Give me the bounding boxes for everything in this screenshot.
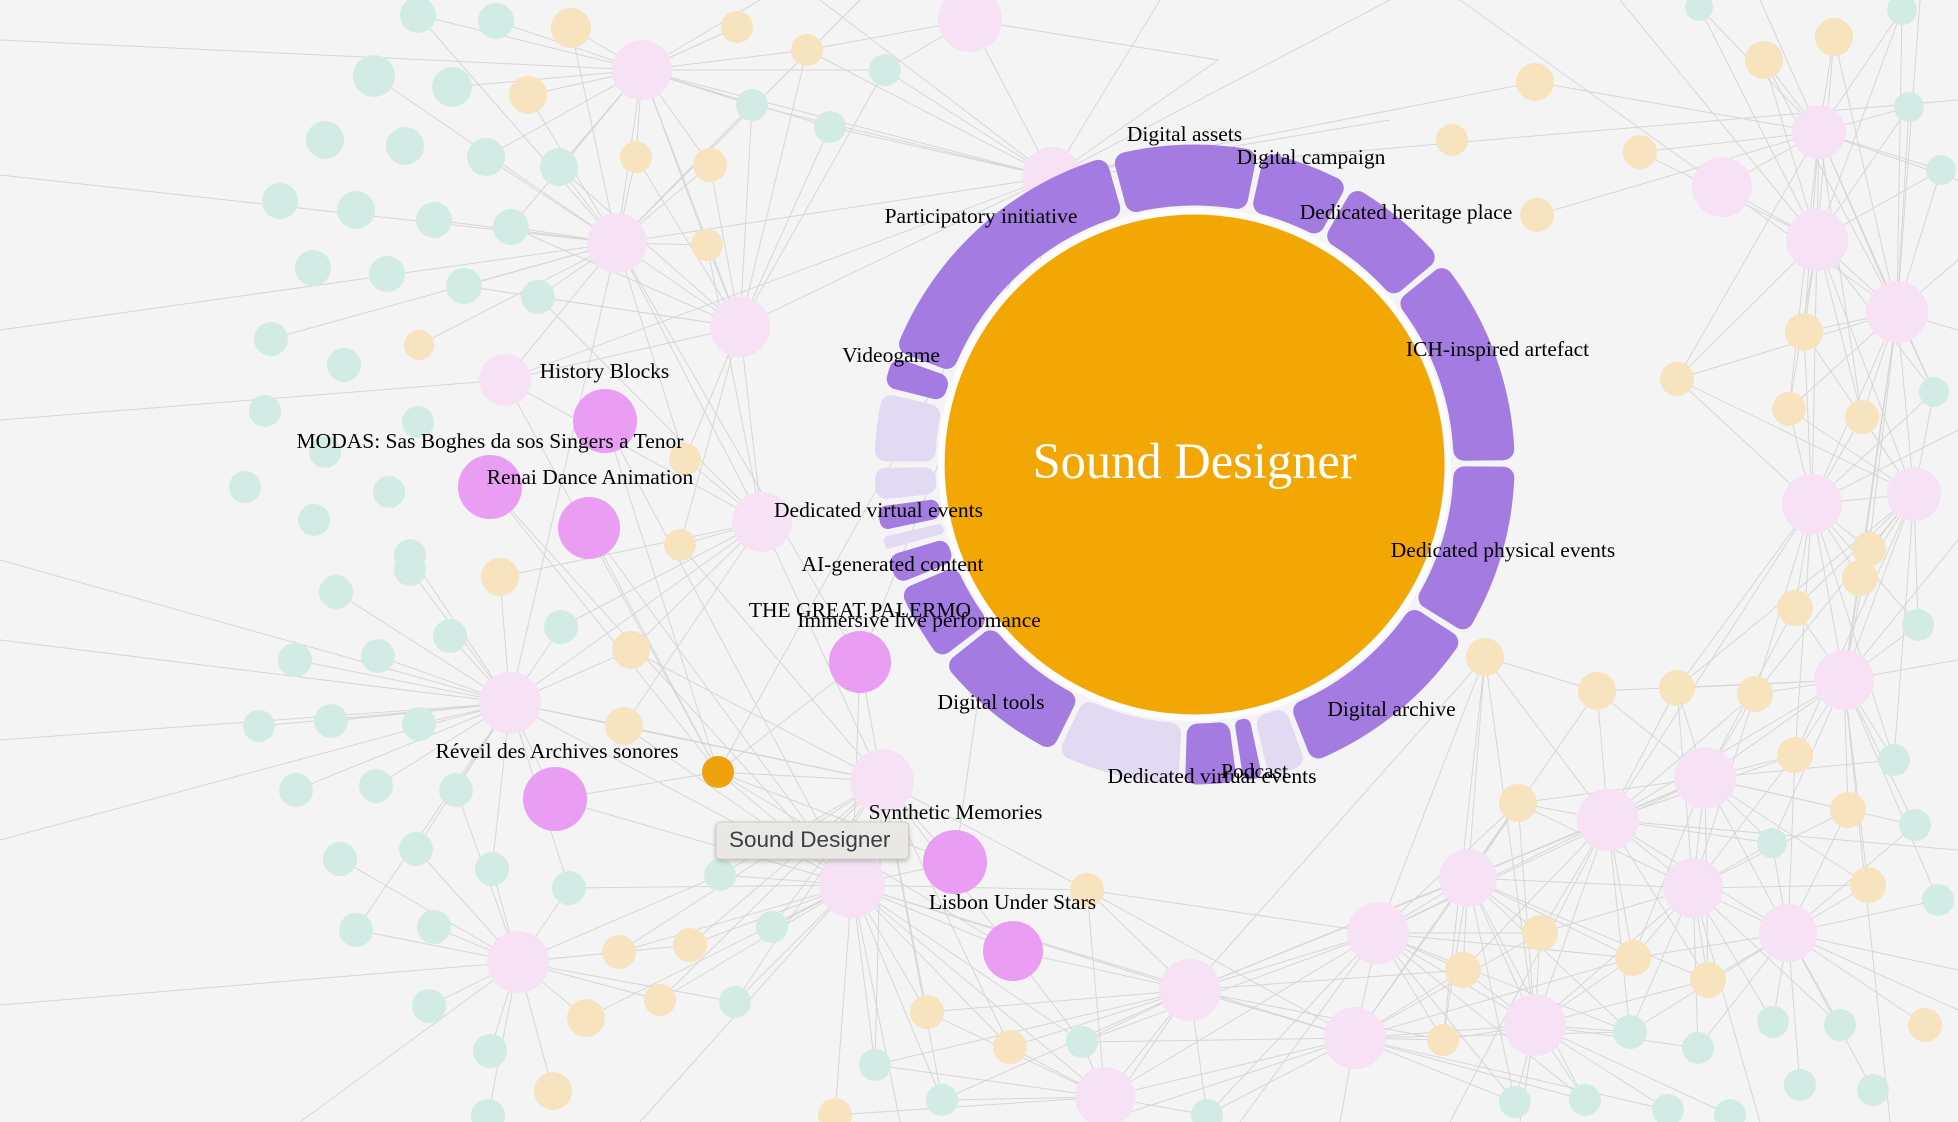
svg-text:Synthetic Memories: Synthetic Memories bbox=[869, 800, 1043, 824]
svg-text:Lisbon Under Stars: Lisbon Under Stars bbox=[929, 890, 1096, 914]
svg-text:Dedicated physical events: Dedicated physical events bbox=[1391, 538, 1615, 562]
svg-text:THE GREAT PALERMO: THE GREAT PALERMO bbox=[749, 598, 971, 622]
svg-text:Dedicated virtual events: Dedicated virtual events bbox=[1108, 764, 1317, 788]
svg-text:AI-generated content: AI-generated content bbox=[801, 552, 983, 576]
svg-text:History Blocks: History Blocks bbox=[540, 359, 670, 383]
svg-text:Renai Dance Animation: Renai Dance Animation bbox=[487, 465, 694, 489]
svg-text:Participatory initiative: Participatory initiative bbox=[885, 204, 1078, 228]
svg-text:Digital assets: Digital assets bbox=[1127, 122, 1242, 146]
svg-text:MODAS: Sas Boghes da sos Singe: MODAS: Sas Boghes da sos Singers a Tenor bbox=[297, 429, 684, 453]
svg-text:Dedicated virtual events: Dedicated virtual events bbox=[774, 498, 983, 522]
svg-text:Réveil des Archives sonores: Réveil des Archives sonores bbox=[435, 739, 678, 763]
svg-text:Sound Designer: Sound Designer bbox=[1033, 433, 1357, 489]
svg-text:Immersive live performance: Immersive live performance bbox=[797, 608, 1041, 632]
svg-text:ICH-inspired artefact: ICH-inspired artefact bbox=[1406, 337, 1589, 361]
svg-text:Podcast: Podcast bbox=[1221, 759, 1288, 783]
svg-text:Sound Designer: Sound Designer bbox=[729, 827, 891, 852]
svg-text:Dedicated heritage place: Dedicated heritage place bbox=[1300, 200, 1512, 224]
svg-text:Digital archive: Digital archive bbox=[1327, 697, 1455, 721]
svg-text:Digital campaign: Digital campaign bbox=[1237, 145, 1386, 169]
svg-text:Digital tools: Digital tools bbox=[938, 690, 1045, 714]
svg-text:Videogame: Videogame bbox=[842, 343, 940, 367]
